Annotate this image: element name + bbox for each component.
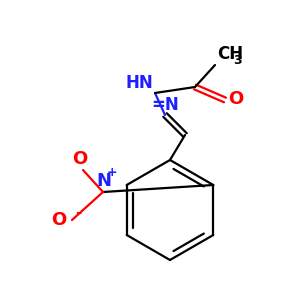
Text: O: O bbox=[228, 90, 243, 108]
Text: CH: CH bbox=[217, 45, 243, 63]
Text: HN: HN bbox=[125, 74, 153, 92]
Text: =N: =N bbox=[151, 96, 179, 114]
Text: O: O bbox=[51, 211, 66, 229]
Text: N: N bbox=[97, 172, 112, 190]
Text: O: O bbox=[72, 150, 88, 168]
Text: +: + bbox=[107, 166, 117, 179]
Text: -: - bbox=[75, 205, 81, 220]
Text: 3: 3 bbox=[233, 54, 242, 67]
